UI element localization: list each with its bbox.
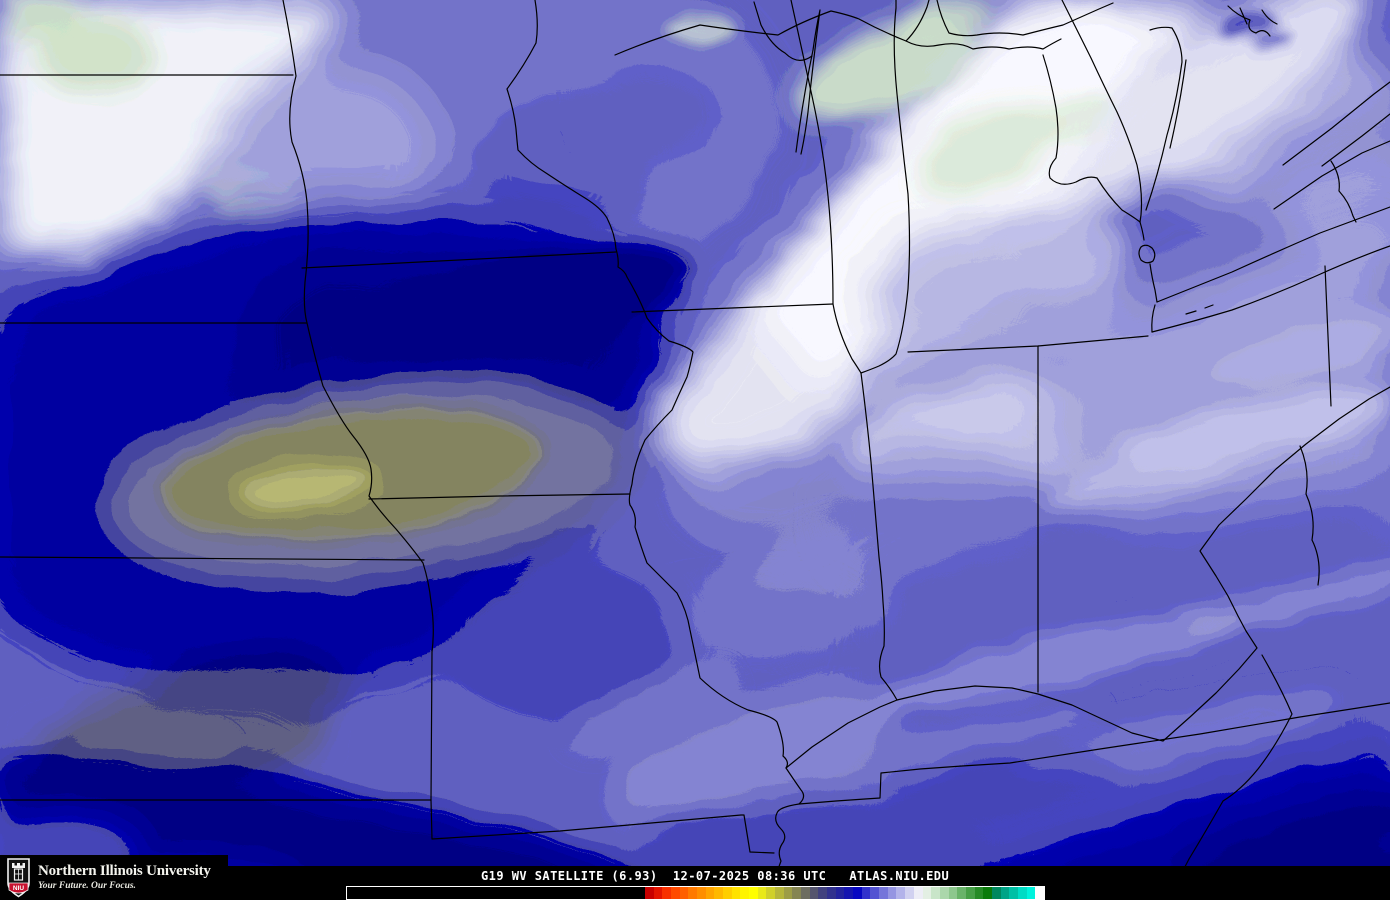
university-tagline: Your Future. Our Focus. <box>38 880 136 891</box>
colorbar-black-segment <box>347 887 645 899</box>
colorbar-colors <box>645 887 1044 899</box>
colorbar <box>346 886 1045 900</box>
image-caption: G19 WV SATELLITE (6.93) 12-07-2025 08:36… <box>481 869 950 883</box>
niu-logo-block: NIU Northern Illinois University Your Fu… <box>0 855 228 900</box>
niu-monogram: NIU <box>13 885 25 892</box>
niu-shield-logo: NIU <box>7 857 30 897</box>
university-name: Northern Illinois University <box>38 862 211 879</box>
